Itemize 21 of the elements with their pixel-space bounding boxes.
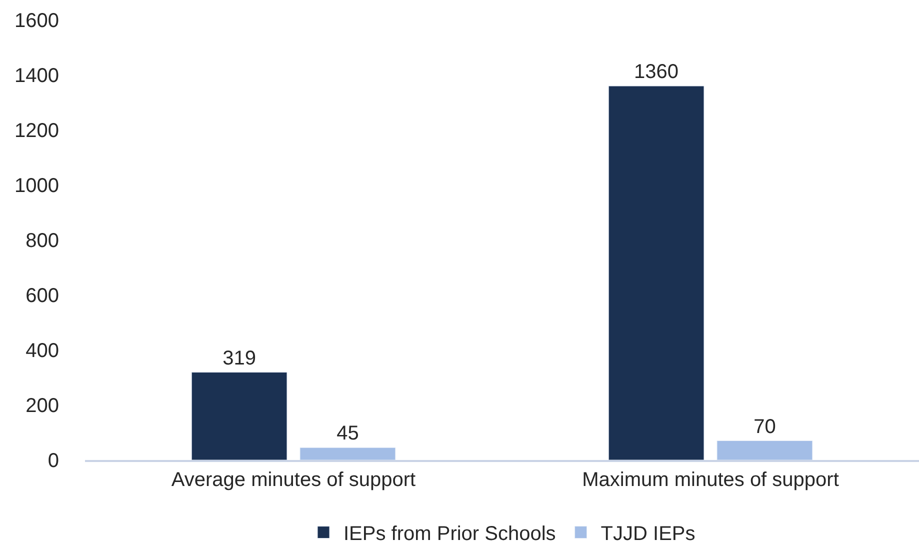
data-label: 1360 [634,61,679,83]
x-tick-label: Average minutes of support [171,469,416,491]
data-label: 45 [336,422,359,445]
y-tick-label: 1000 [14,175,59,197]
y-tick-label: 1600 [14,10,59,32]
y-tick-label: 600 [26,285,59,307]
data-label: 319 [222,347,256,370]
legend-label: IEPs from Prior Schools [344,523,556,546]
y-tick-label: 800 [26,230,59,252]
data-label: 70 [754,416,776,438]
legend-label: TJJD IEPs [600,523,696,546]
bar [608,86,704,460]
y-tick-label: 1400 [14,65,59,87]
y-tick-label: 200 [26,395,59,417]
y-tick-label: 400 [26,340,59,362]
bar [716,440,813,460]
y-tick-label: 1200 [14,120,59,142]
bar [191,372,288,460]
bar [300,447,396,460]
y-tick-label: 0 [48,450,59,472]
x-tick-label: Maximum minutes of support [582,469,840,491]
